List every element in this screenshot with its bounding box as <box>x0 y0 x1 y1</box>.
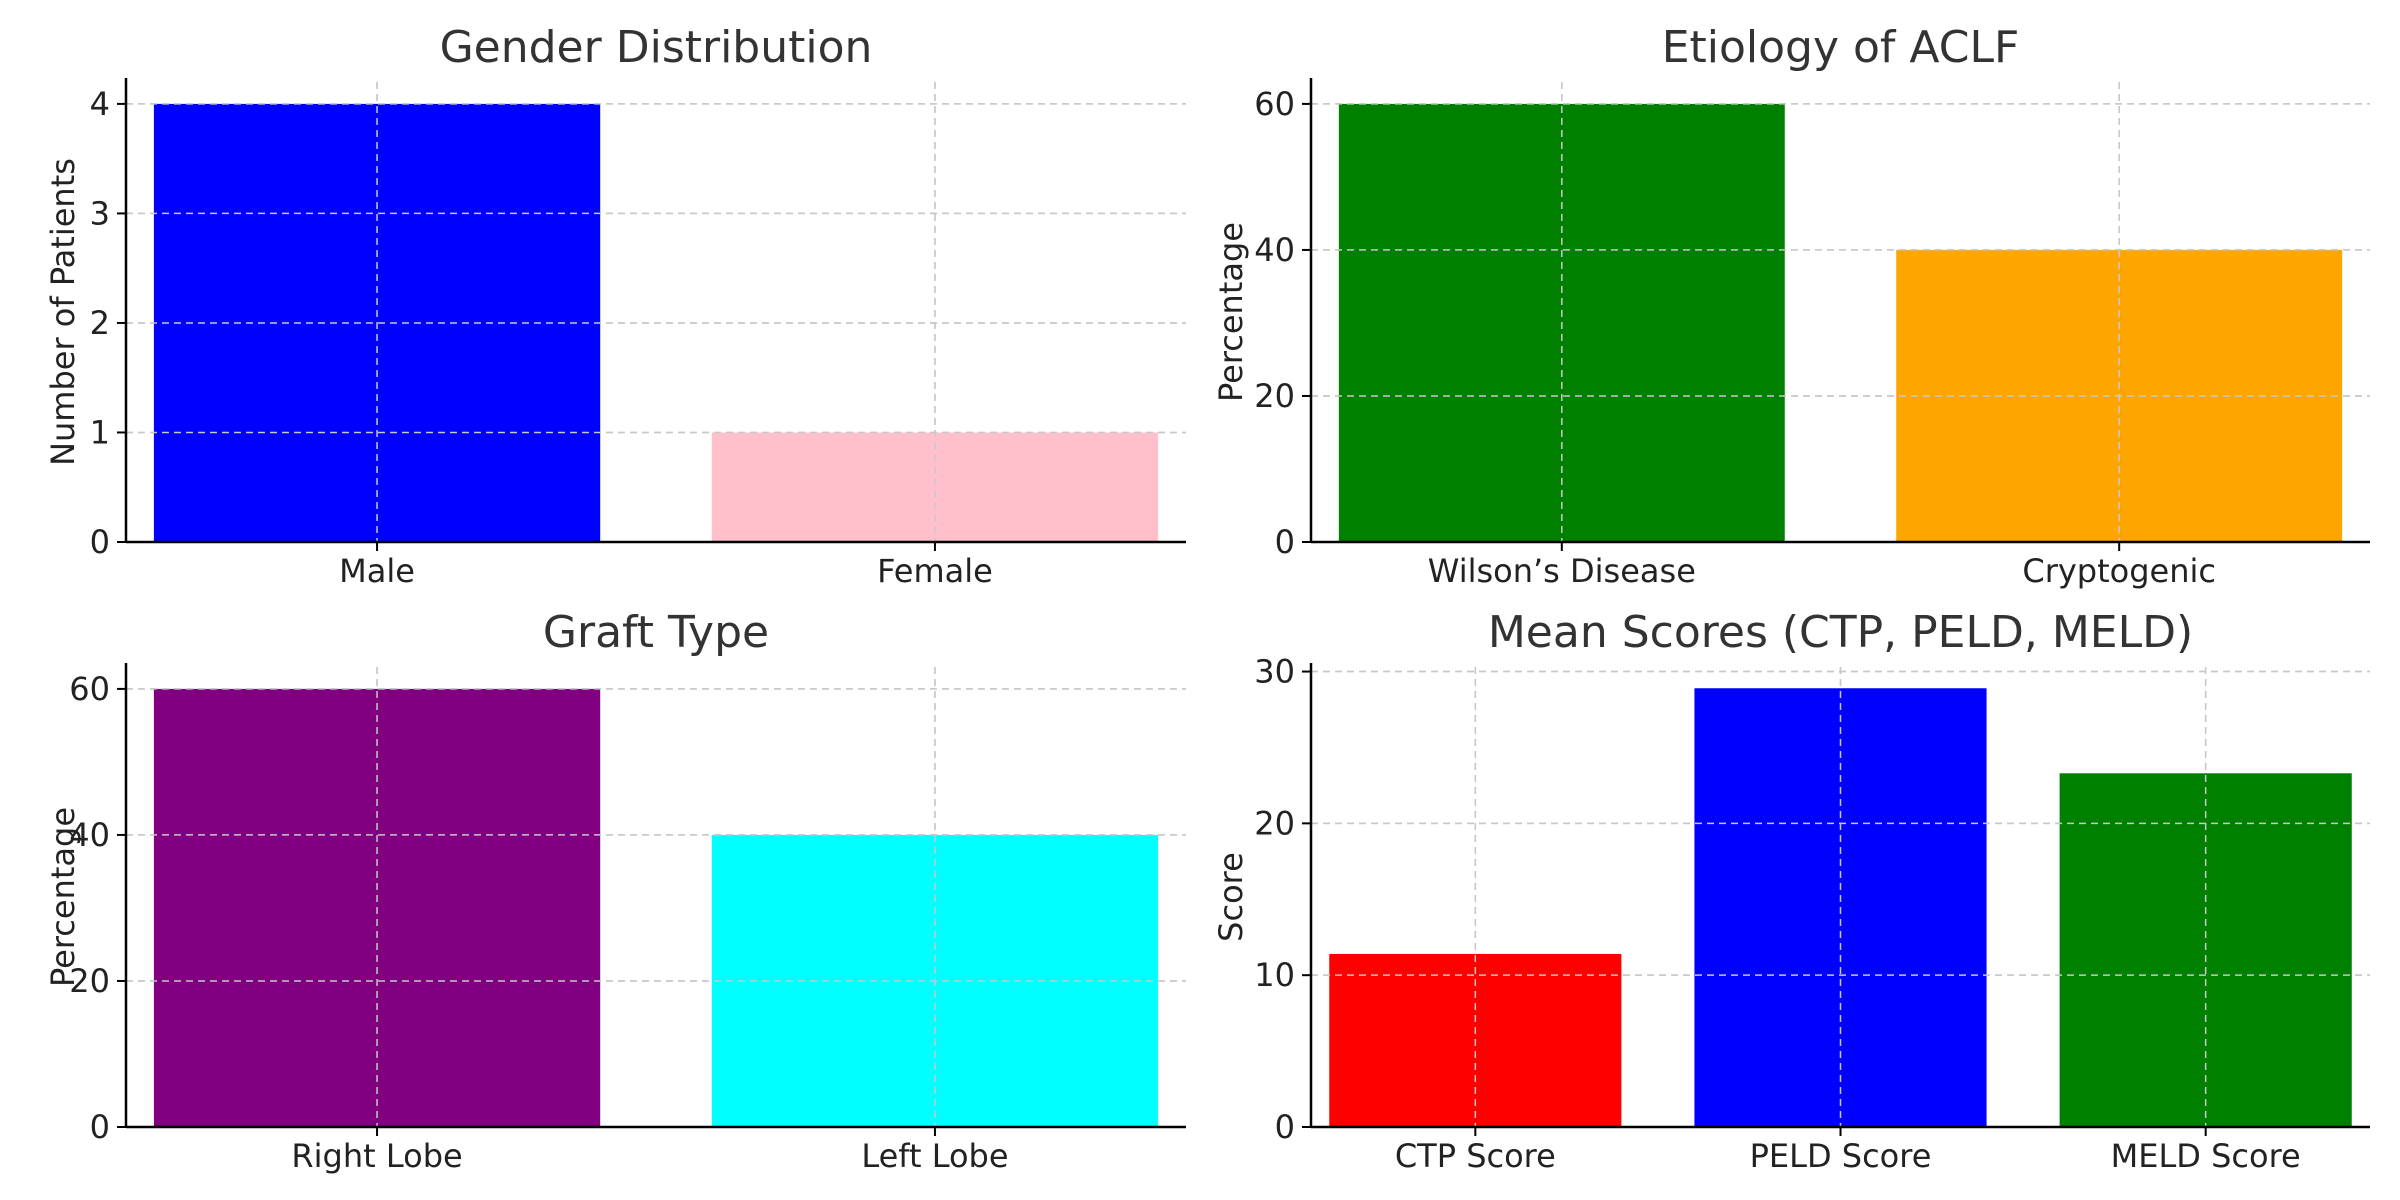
chart-panel-2: 0 20 40 60 Wilson’s Disease Cryptogenic Etiolo… <box>1212 22 2370 590</box>
chart-panel-4: 0 10 20 30 CTP Score PELD Score MELD Score Mean… <box>1212 607 2370 1175</box>
y-tick-label: 40 <box>1254 231 1295 269</box>
y-tick-label: 30 <box>1254 653 1295 691</box>
y-tick-label: 2 <box>90 304 110 342</box>
y-axis-label: Percentage <box>44 807 82 987</box>
x-tick-label: Wilson’s Disease <box>1428 552 1696 590</box>
y-axis-label: Percentage <box>1212 222 1250 402</box>
chart-title: Graft Type <box>543 607 769 658</box>
x-tick-label: CTP Score <box>1395 1137 1556 1175</box>
y-tick-label: 4 <box>90 85 110 123</box>
x-tick-label: Female <box>877 552 993 590</box>
y-tick-label: 40 <box>69 816 110 854</box>
x-tick-label: Left Lobe <box>861 1137 1008 1175</box>
y-tick-label: 0 <box>1275 523 1295 561</box>
y-tick-label: 20 <box>1254 804 1295 842</box>
x-tick-label: MELD Score <box>2111 1137 2301 1175</box>
x-tick-label: Male <box>339 552 415 590</box>
x-tick-label: PELD Score <box>1750 1137 1932 1175</box>
y-tick-label: 1 <box>90 413 110 451</box>
chart-panel-3: 0 20 40 60 Right Lobe Left Lobe Graft Type Perc… <box>44 607 1186 1175</box>
chart-panel-1: 0 1 2 3 4 Male Female Gender Distribution Number… <box>44 22 1186 590</box>
y-axis-label: Number of Patients <box>44 158 82 466</box>
x-tick-label: Right Lobe <box>291 1137 462 1175</box>
y-axis-label: Score <box>1212 852 1250 942</box>
chart-title: Etiology of ACLF <box>1662 22 2020 73</box>
x-tick-label: Cryptogenic <box>2022 552 2216 590</box>
y-tick-label: 10 <box>1254 956 1295 994</box>
y-tick-label: 0 <box>90 1108 110 1146</box>
y-tick-label: 0 <box>1275 1108 1295 1146</box>
y-tick-label: 3 <box>90 194 110 232</box>
y-tick-label: 20 <box>1254 377 1295 415</box>
bar <box>711 432 1159 542</box>
chart-title: Gender Distribution <box>440 22 873 73</box>
chart-title: Mean Scores (CTP, PELD, MELD) <box>1488 607 2193 658</box>
y-tick-label: 60 <box>69 670 110 708</box>
y-tick-label: 20 <box>69 962 110 1000</box>
y-tick-label: 60 <box>1254 85 1295 123</box>
y-tick-label: 0 <box>90 523 110 561</box>
